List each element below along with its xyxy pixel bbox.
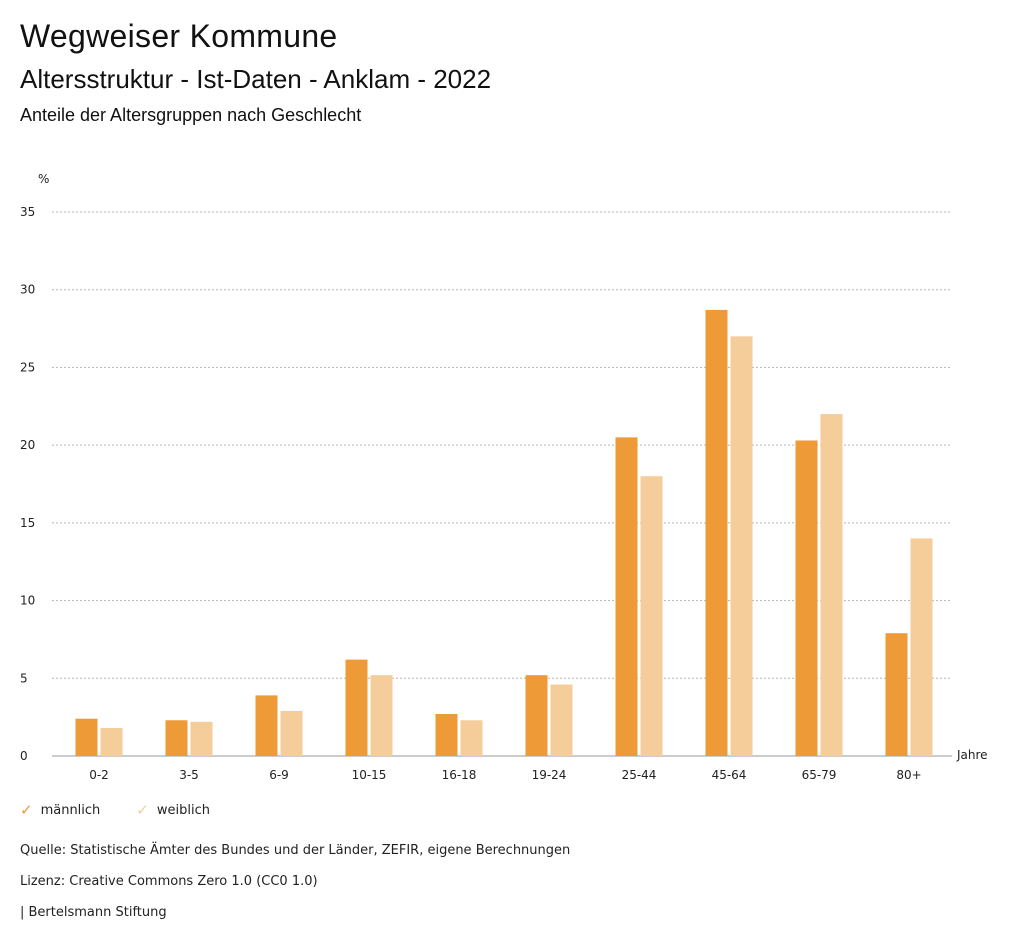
y-tick-label: 35 [20, 205, 35, 219]
license-note: Lizenz: Creative Commons Zero 1.0 (CC0 1… [20, 874, 318, 889]
chart-legend: ✓ männlich ✓ weiblich [20, 801, 210, 819]
y-tick-label: 0 [20, 749, 28, 763]
bar-maennlich [885, 633, 908, 756]
bar-weiblich [280, 710, 303, 756]
bar-maennlich [795, 440, 818, 756]
legend-item-maennlich[interactable]: ✓ männlich [20, 801, 101, 819]
x-tick-label: 3-5 [179, 768, 199, 782]
x-tick-label: 25-44 [622, 768, 657, 782]
bar-weiblich [640, 476, 663, 756]
x-tick-label: 10-15 [352, 768, 387, 782]
y-tick-label: 20 [20, 438, 35, 452]
check-icon: ✓ [136, 801, 149, 819]
legend-item-weiblich[interactable]: ✓ weiblich [136, 801, 210, 819]
bar-weiblich [730, 336, 753, 756]
bar-maennlich [525, 675, 548, 756]
chart-description: Anteile der Altersgruppen nach Geschlech… [20, 105, 362, 125]
source-note: Quelle: Statistische Ämter des Bundes un… [20, 843, 571, 858]
bar-maennlich [255, 695, 278, 756]
bar-maennlich [435, 714, 458, 756]
y-axis-unit-label: % [38, 172, 49, 186]
y-tick-label: 10 [20, 594, 35, 608]
check-icon: ✓ [20, 801, 33, 819]
x-tick-label: 16-18 [442, 768, 477, 782]
y-tick-label: 15 [20, 516, 35, 530]
x-axis-unit-label: Jahre [956, 748, 988, 762]
x-tick-label: 65-79 [802, 768, 837, 782]
bar-weiblich [370, 675, 393, 756]
page-title: Wegweiser Kommune [20, 18, 338, 54]
bar-maennlich [705, 309, 728, 756]
y-tick-label: 5 [20, 671, 28, 685]
chart-subtitle: Altersstruktur - Ist-Daten - Anklam - 20… [20, 64, 492, 94]
bar-weiblich [460, 720, 483, 756]
bar-weiblich [190, 721, 213, 756]
bar-maennlich [345, 659, 368, 756]
publisher-note: | Bertelsmann Stiftung [20, 905, 167, 920]
x-tick-label: 45-64 [712, 768, 747, 782]
bar-weiblich [100, 728, 123, 756]
x-tick-label: 19-24 [532, 768, 567, 782]
bar-maennlich [615, 437, 638, 756]
bar-maennlich [165, 720, 188, 756]
legend-label-weiblich: weiblich [156, 803, 210, 818]
y-tick-label: 25 [20, 360, 35, 374]
bar-chart: % 0 5 10 15 20 25 30 35 Jahre 0-2 3-5 6-9 10-15 16-18 1… [20, 172, 988, 782]
x-tick-label: 6-9 [269, 768, 289, 782]
bar-maennlich [75, 718, 98, 756]
x-tick-label: 80+ [896, 768, 921, 782]
bar-weiblich [550, 684, 573, 756]
x-tick-label: 0-2 [89, 768, 109, 782]
y-tick-label: 30 [20, 283, 35, 297]
bar-weiblich [910, 538, 933, 756]
legend-label-maennlich: männlich [40, 803, 101, 818]
bar-weiblich [820, 414, 843, 756]
